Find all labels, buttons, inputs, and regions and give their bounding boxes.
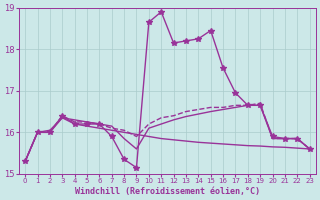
X-axis label: Windchill (Refroidissement éolien,°C): Windchill (Refroidissement éolien,°C) [75, 187, 260, 196]
